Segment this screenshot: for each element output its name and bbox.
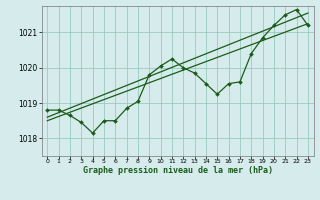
X-axis label: Graphe pression niveau de la mer (hPa): Graphe pression niveau de la mer (hPa) — [83, 166, 273, 175]
